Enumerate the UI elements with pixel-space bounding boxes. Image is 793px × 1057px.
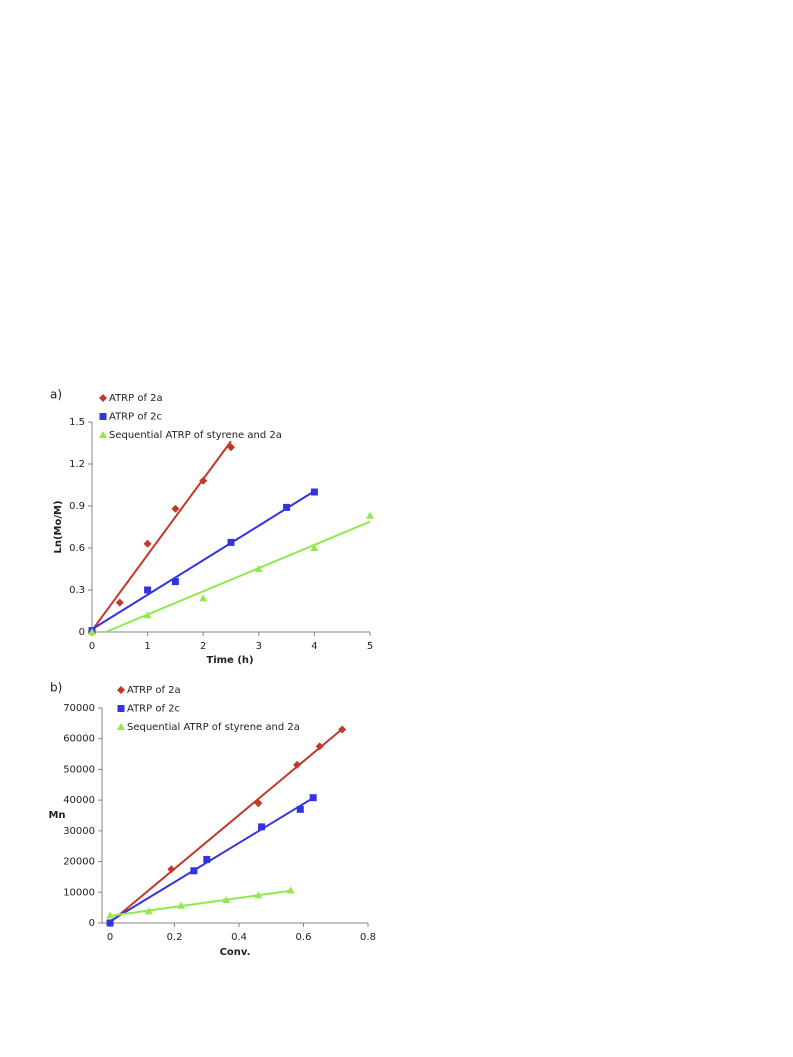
x-tick-label: 2: [200, 641, 206, 652]
marker-triangle: [254, 891, 263, 899]
marker-square: [190, 867, 198, 875]
marker-diamond: [99, 394, 107, 402]
marker-square: [296, 805, 304, 813]
y-tick-label: 30000: [63, 826, 95, 837]
y-tick-label: 10000: [63, 887, 95, 898]
panel-label: a): [50, 388, 62, 402]
panel-label: b): [50, 681, 62, 695]
y-tick-label: 50000: [63, 764, 95, 775]
marker-triangle: [88, 628, 96, 635]
x-tick-label: 0.6: [296, 932, 312, 943]
legend-label: ATRP of 2c: [127, 704, 180, 715]
marker-diamond: [167, 865, 176, 874]
marker-square: [171, 578, 179, 586]
x-tick-label: 0: [89, 641, 95, 652]
marker-triangle: [176, 901, 185, 909]
marker-diamond: [171, 504, 180, 513]
x-tick-label: 0: [107, 932, 113, 943]
legend-label: Sequential ATRP of styrene and 2a: [109, 430, 282, 441]
marker-square: [309, 794, 317, 802]
y-tick-label: 0.3: [69, 585, 85, 596]
marker-diamond: [115, 598, 124, 607]
marker-triangle: [106, 911, 115, 919]
marker-triangle: [143, 611, 152, 619]
marker-triangle: [222, 895, 231, 903]
trend-line: [91, 490, 315, 631]
marker-triangle: [117, 723, 125, 730]
marker-square: [203, 855, 211, 863]
marker-square: [144, 586, 152, 594]
marker-diamond: [254, 799, 263, 808]
trend-line: [109, 889, 291, 917]
marker-triangle: [199, 594, 208, 602]
y-axis-label: Ln(Mo/M): [53, 500, 64, 553]
marker-triangle: [144, 907, 153, 915]
y-tick-label: 1.2: [69, 459, 85, 470]
marker-square: [258, 823, 266, 831]
y-tick-label: 70000: [63, 703, 95, 714]
x-axis-label: Conv.: [220, 947, 251, 958]
x-tick-label: 0.2: [167, 932, 183, 943]
marker-square: [310, 488, 318, 496]
marker-diamond: [227, 443, 235, 452]
marker-square: [99, 413, 107, 420]
y-tick-label: 0.9: [69, 501, 85, 512]
x-tick-label: 3: [256, 641, 262, 652]
marker-diamond: [143, 539, 152, 548]
legend-label: ATRP of 2c: [109, 412, 162, 423]
x-tick-label: 4: [311, 641, 317, 652]
marker-triangle: [366, 511, 374, 519]
marker-square: [227, 538, 235, 546]
y-tick-label: 0: [89, 918, 95, 929]
y-tick-label: 0: [79, 627, 85, 638]
marker-triangle: [286, 886, 295, 894]
y-tick-label: 1.5: [69, 417, 85, 428]
x-tick-label: 1: [144, 641, 150, 652]
marker-diamond: [338, 725, 347, 734]
marker-square: [106, 919, 114, 927]
trend-line: [91, 440, 232, 632]
trend-line: [109, 728, 343, 924]
marker-diamond: [315, 742, 324, 751]
y-tick-label: 40000: [63, 795, 95, 806]
y-tick-label: 60000: [63, 734, 95, 745]
y-axis-label: Mn: [48, 810, 65, 821]
marker-triangle: [254, 565, 263, 572]
x-tick-label: 0.4: [231, 932, 247, 943]
legend-label: ATRP of 2a: [109, 393, 163, 404]
marker-triangle: [310, 544, 319, 551]
marker-diamond: [293, 760, 302, 769]
marker-diamond: [199, 476, 208, 485]
trend-line: [109, 797, 314, 923]
marker-square: [117, 705, 125, 712]
marker-triangle: [99, 431, 107, 438]
marker-square: [283, 503, 291, 511]
trend-line: [105, 520, 371, 633]
y-tick-label: 0.6: [69, 543, 85, 554]
x-axis-label: Time (h): [206, 655, 253, 666]
legend-label: Sequential ATRP of styrene and 2a: [127, 722, 300, 733]
marker-diamond: [117, 686, 125, 694]
x-tick-label: 5: [367, 641, 373, 652]
y-tick-label: 20000: [63, 857, 95, 868]
legend-label: ATRP of 2a: [127, 685, 181, 696]
x-tick-label: 0.8: [360, 932, 376, 943]
